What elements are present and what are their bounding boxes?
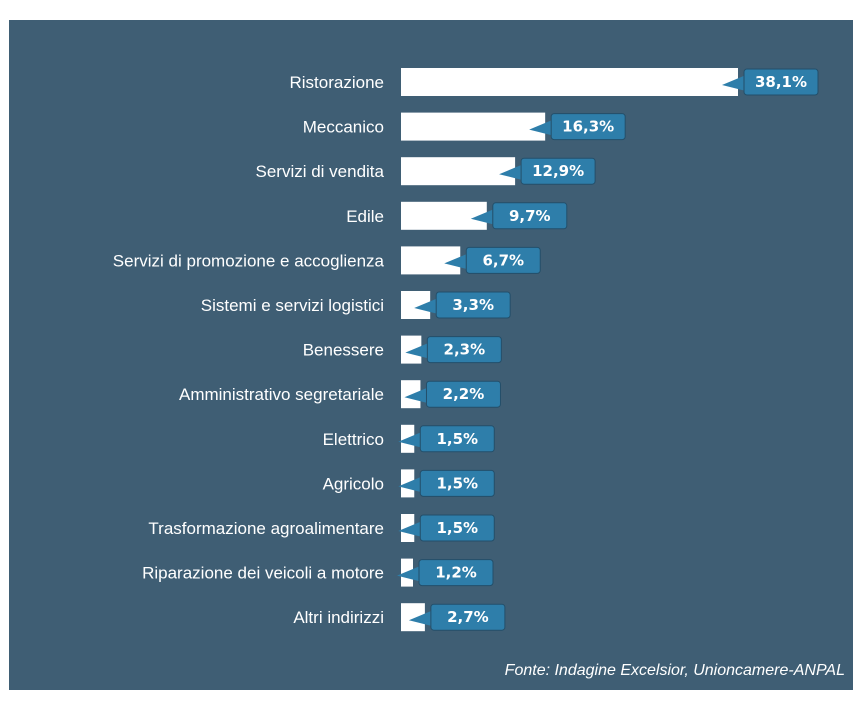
value-label: 6,7% <box>482 251 524 269</box>
bar <box>401 380 421 409</box>
bar <box>401 335 422 364</box>
value-badge <box>435 291 511 319</box>
badge-pointer <box>414 298 439 314</box>
value-label: 2,3% <box>444 341 486 359</box>
badge-pointer <box>722 75 746 91</box>
value-label: 12,9% <box>532 162 584 180</box>
value-badge <box>743 68 819 96</box>
value-badge <box>419 469 495 497</box>
value-label: 1,5% <box>436 474 478 492</box>
value-badge <box>430 603 506 631</box>
badge-pointer <box>398 431 423 448</box>
bar <box>401 246 461 275</box>
category-label: Riparazione dei veicoli a motore <box>142 564 384 583</box>
value-label: 16,3% <box>562 118 614 136</box>
badge-pointer <box>405 342 430 359</box>
value-label: 1,5% <box>436 430 478 448</box>
value-label: 9,7% <box>509 207 551 225</box>
badge-pointer <box>470 208 495 225</box>
source-note: Fonte: Indagine Excelsior, Unioncamere-A… <box>504 662 845 679</box>
badge-pointer <box>499 164 524 181</box>
badge-pointer <box>404 387 429 404</box>
category-label: Edile <box>346 207 384 226</box>
bar <box>401 157 516 186</box>
category-label: Sistemi e servizi logistici <box>201 296 384 315</box>
badge-pointer <box>444 253 469 270</box>
category-label: Servizi di vendita <box>255 162 384 181</box>
value-label: 2,7% <box>447 608 489 626</box>
value-label: 1,5% <box>436 519 478 537</box>
category-label: Trasformazione agroalimentare <box>148 519 384 538</box>
value-badge <box>425 380 501 408</box>
value-badge <box>419 514 495 542</box>
bar <box>401 201 487 230</box>
badge-pointer <box>529 119 554 136</box>
category-label: Ristorazione <box>290 73 385 92</box>
value-badge <box>418 559 494 587</box>
value-label: 2,2% <box>443 385 485 403</box>
bar <box>401 68 738 96</box>
category-label: Servizi di promozione e accoglienza <box>113 251 385 270</box>
badge-pointer <box>398 521 423 537</box>
badge-pointer <box>398 476 423 493</box>
bar <box>401 112 546 141</box>
category-label: Amministrativo segretariale <box>179 385 384 404</box>
category-label: Meccanico <box>303 118 384 137</box>
badge-pointer <box>408 610 433 627</box>
category-label: Altri indirizzi <box>293 608 384 627</box>
value-label: 3,3% <box>452 296 494 314</box>
category-label: Agricolo <box>323 474 384 493</box>
value-badge <box>550 113 626 141</box>
category-label: Elettrico <box>323 430 384 449</box>
value-badge <box>492 202 568 230</box>
badge-pointer <box>397 565 421 582</box>
value-badge <box>520 157 596 185</box>
category-label: Benessere <box>303 341 384 360</box>
value-badge <box>419 425 495 453</box>
value-label: 1,2% <box>435 564 477 582</box>
bar <box>401 603 425 632</box>
value-badge <box>465 246 541 274</box>
value-label: 38,1% <box>755 73 807 91</box>
value-badge <box>426 336 502 364</box>
